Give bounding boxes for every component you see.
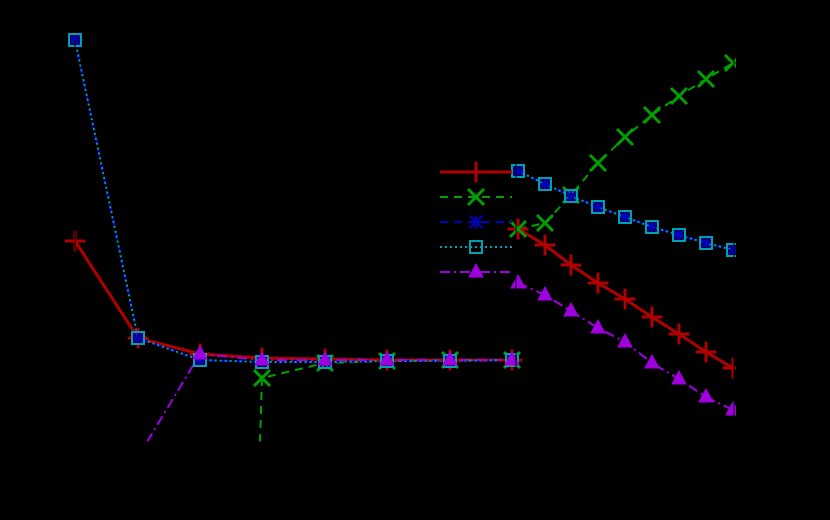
asterisk-marker-icon <box>510 163 526 179</box>
asterisk-marker-icon <box>698 235 714 251</box>
triangle-marker-icon <box>442 350 458 366</box>
legend <box>440 161 512 278</box>
plus-marker-icon <box>641 306 663 328</box>
plus-marker-icon <box>668 323 690 345</box>
triangle-marker-icon <box>563 301 579 317</box>
x-marker-icon <box>723 53 736 73</box>
asterisk-marker-icon <box>537 176 553 192</box>
square-marker-icon <box>645 220 659 234</box>
plus-marker-icon <box>722 357 736 379</box>
triangle-marker-icon <box>254 350 270 366</box>
plus-marker-icon <box>465 161 487 183</box>
square-marker-icon <box>564 189 578 203</box>
triangle-marker-icon <box>671 369 687 385</box>
x-marker-icon <box>696 69 716 89</box>
square-marker-icon <box>538 177 552 191</box>
asterisk-marker-icon <box>725 242 736 258</box>
asterisk-marker-icon <box>671 227 687 243</box>
plus-marker-icon <box>614 288 636 310</box>
square-marker-icon <box>672 228 686 242</box>
x-marker-icon <box>535 213 555 233</box>
triangle-marker-icon <box>317 350 333 366</box>
x-marker-icon <box>669 86 689 106</box>
triangle-marker-icon <box>468 262 484 278</box>
plus-marker-icon <box>695 341 717 363</box>
triangle-marker-icon <box>590 318 606 334</box>
square-marker-icon <box>591 200 605 214</box>
asterisk-marker-icon <box>563 188 579 204</box>
x-marker-icon <box>508 219 528 239</box>
plus-marker-icon <box>560 254 582 276</box>
plot-area <box>64 32 736 442</box>
triangle-marker-icon <box>510 273 526 289</box>
x-marker-icon <box>252 368 272 388</box>
asterisk-marker-icon <box>130 330 146 346</box>
asterisk-marker-icon <box>617 209 633 225</box>
triangle-marker-icon <box>192 344 208 360</box>
asterisk-marker-icon <box>590 199 606 215</box>
triangle-marker-icon <box>617 332 633 348</box>
asterisk-marker-icon <box>468 214 484 230</box>
triangle-marker-icon <box>698 387 714 403</box>
triangle-marker-icon <box>537 285 553 301</box>
square-marker-icon <box>131 331 145 345</box>
x-marker-icon <box>466 187 486 207</box>
square-marker-icon <box>618 210 632 224</box>
square-marker-icon <box>726 243 736 257</box>
series-4-line <box>74 39 513 363</box>
asterisk-marker-icon <box>644 219 660 235</box>
triangle-marker-icon <box>644 353 660 369</box>
plus-marker-icon <box>587 272 609 294</box>
x-marker-icon <box>588 153 608 173</box>
square-marker-icon <box>469 240 483 254</box>
triangle-marker-icon <box>379 350 395 366</box>
x-marker-icon <box>615 127 635 147</box>
plus-marker-icon <box>534 234 556 256</box>
square-marker-icon <box>699 236 713 250</box>
x-marker-icon <box>642 105 662 125</box>
